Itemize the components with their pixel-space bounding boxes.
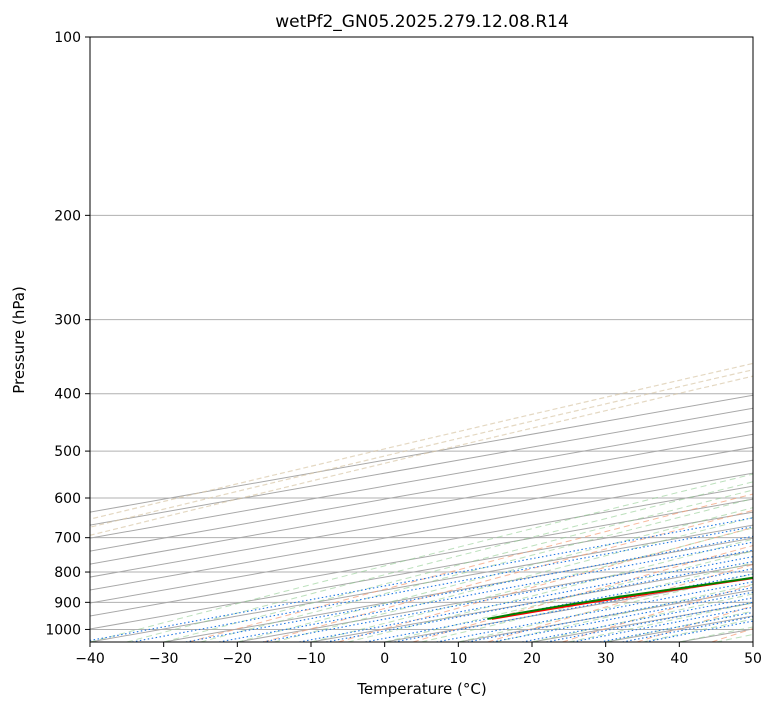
moist-adiabat-line	[126, 481, 753, 642]
x-tick-label: −10	[296, 651, 326, 667]
x-tick-label: 40	[670, 651, 688, 667]
moist-adiabat-line	[163, 489, 753, 642]
chart-title: wetPf2_GN05.2025.279.12.08.R14	[275, 12, 569, 32]
x-axis-label: Temperature (°C)	[356, 680, 486, 698]
x-tick-label: 0	[380, 651, 389, 667]
moist-adiabat-line	[310, 527, 753, 642]
y-axis-label: Pressure (hPa)	[10, 286, 28, 394]
mixing-ratio-line	[492, 591, 753, 642]
isotherm-line	[90, 446, 753, 565]
mixing-ratio-line	[218, 541, 753, 642]
x-tick-label: −20	[223, 651, 253, 667]
dry-adiabat-line	[263, 509, 753, 642]
isotherm-line	[90, 459, 753, 578]
x-tick-label: −40	[75, 651, 105, 667]
y-axis-ticks: 100 200 300 400 500 600 700 800 900 1000	[45, 30, 90, 638]
mixing-ratio-line	[185, 535, 753, 642]
mixing-ratio-line	[572, 606, 753, 642]
mixing-ratio-line	[546, 601, 753, 642]
background-lines	[90, 37, 753, 642]
x-tick-label: 20	[523, 651, 541, 667]
moist-adiabat-line	[495, 583, 753, 642]
mixing-ratio-line	[521, 597, 753, 642]
mixing-ratio-line	[90, 517, 753, 642]
x-tick-label: 50	[744, 651, 762, 667]
moist-adiabat-line	[237, 507, 753, 642]
y-tick-label: 100	[54, 30, 81, 46]
mixing-ratio-line	[131, 526, 753, 642]
moist-adiabat-line	[384, 550, 753, 642]
isotherm-line	[90, 485, 753, 604]
moist-adiabat-line	[200, 498, 753, 642]
x-axis-ticks: −40 −30 −20 −10 0 10 20 30 40 50	[75, 642, 762, 667]
dry-adiabat-line	[188, 493, 753, 642]
y-tick-label: 200	[54, 208, 81, 224]
isotherm-line	[90, 433, 753, 552]
y-tick-label: 400	[54, 387, 81, 403]
isotherm-line	[752, 641, 753, 642]
y-tick-label: 700	[54, 531, 81, 547]
y-tick-label: 500	[54, 444, 81, 460]
mixing-ratio-line	[262, 549, 753, 642]
isotherm-line	[163, 537, 753, 642]
x-tick-label: −30	[149, 651, 179, 667]
x-tick-label: 10	[449, 651, 467, 667]
x-tick-label: 30	[597, 651, 615, 667]
isotherm-line	[90, 472, 753, 591]
moist-adiabat-line	[90, 473, 753, 642]
y-tick-label: 600	[54, 491, 81, 507]
y-tick-label: 300	[54, 313, 81, 329]
y-tick-label: 900	[54, 595, 81, 611]
mixing-ratio-line	[467, 586, 753, 642]
plot-area	[90, 37, 753, 642]
plot-frame	[89, 36, 754, 643]
y-tick-label: 1000	[45, 622, 81, 638]
y-tick-label: 800	[54, 565, 81, 581]
